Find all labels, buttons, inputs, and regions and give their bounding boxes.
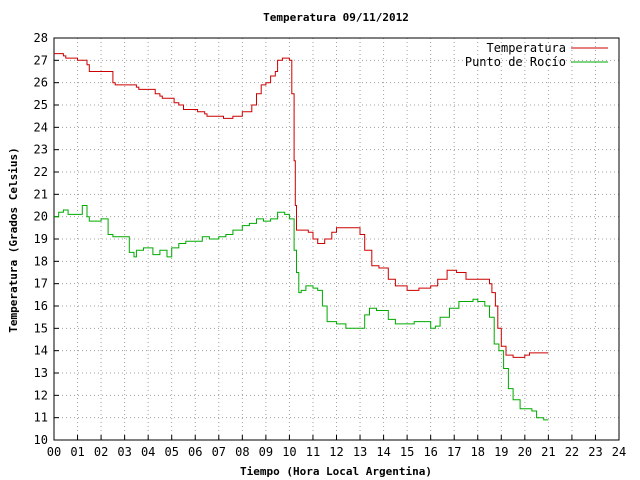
y-tick-label: 14	[34, 344, 48, 358]
x-tick-label: 23	[588, 445, 602, 459]
x-tick-label: 15	[400, 445, 414, 459]
series-line-punto-de-rocio	[54, 205, 549, 421]
x-tick-label: 19	[494, 445, 508, 459]
y-tick-label: 12	[34, 388, 48, 402]
y-tick-label: 15	[34, 321, 48, 335]
x-tick-label: 14	[376, 445, 390, 459]
x-tick-label: 05	[164, 445, 178, 459]
x-tick-label: 08	[235, 445, 249, 459]
y-tick-label: 19	[34, 232, 48, 246]
y-tick-label: 17	[34, 277, 48, 291]
y-axis-label: Temperatura (Grados Celsius)	[7, 147, 20, 332]
y-tick-label: 20	[34, 210, 48, 224]
x-tick-label: 18	[471, 445, 485, 459]
y-tick-label: 24	[34, 120, 48, 134]
x-axis-label: Tiempo (Hora Local Argentina)	[240, 465, 432, 478]
x-tick-label: 09	[259, 445, 273, 459]
x-tick-label: 06	[188, 445, 202, 459]
x-tick-label: 00	[47, 445, 61, 459]
x-tick-label: 10	[282, 445, 296, 459]
grid	[54, 38, 619, 440]
y-tick-label: 26	[34, 76, 48, 90]
y-tick-label: 28	[34, 31, 48, 45]
x-tick-label: 13	[353, 445, 367, 459]
x-tick-label: 21	[541, 445, 555, 459]
x-tick-label: 20	[518, 445, 532, 459]
y-tick-label: 10	[34, 433, 48, 447]
y-tick-label: 13	[34, 366, 48, 380]
x-tick-label: 17	[447, 445, 461, 459]
y-tick-label: 22	[34, 165, 48, 179]
y-tick-label: 11	[34, 411, 48, 425]
x-tick-label: 12	[329, 445, 343, 459]
y-tick-label: 16	[34, 299, 48, 313]
y-tick-label: 27	[34, 53, 48, 67]
y-tick-label: 21	[34, 187, 48, 201]
x-tick-label: 24	[612, 445, 626, 459]
x-tick-label: 04	[141, 445, 155, 459]
x-tick-label: 01	[70, 445, 84, 459]
x-tick-label: 22	[565, 445, 579, 459]
series-line-temperatura	[54, 53, 549, 358]
y-tick-label: 25	[34, 98, 48, 112]
x-tick-label: 11	[306, 445, 320, 459]
x-tick-label: 07	[212, 445, 226, 459]
y-tick-label: 23	[34, 143, 48, 157]
x-tick-label: 03	[117, 445, 131, 459]
series-layer	[54, 53, 549, 421]
legend-label: Temperatura	[487, 41, 566, 55]
y-tick-label: 18	[34, 254, 48, 268]
ticks: 00 01 02 03 04 05 06 07 08 09 10 11 12 13 14 15 16 17 18 19…	[34, 31, 627, 459]
legend-label: Punto de Rocío	[465, 55, 566, 69]
x-tick-label: 02	[94, 445, 108, 459]
chart-title: Temperatura 09/11/2012	[263, 11, 409, 24]
x-tick-label: 16	[423, 445, 437, 459]
